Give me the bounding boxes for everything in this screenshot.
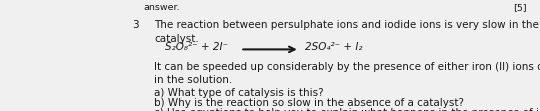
Text: S₂O₈²⁻ + 2I⁻: S₂O₈²⁻ + 2I⁻: [165, 42, 228, 52]
Text: 2SO₄²⁻ + I₂: 2SO₄²⁻ + I₂: [305, 42, 362, 52]
Text: The reaction between persulphate ions and iodide ions is very slow in the absenc: The reaction between persulphate ions an…: [154, 20, 540, 30]
Text: [5]: [5]: [513, 3, 526, 12]
Text: It can be speeded up considerably by the presence of either iron (II) ions or ir: It can be speeded up considerably by the…: [154, 62, 540, 72]
Text: in the solution.: in the solution.: [154, 75, 232, 85]
Text: catalyst.: catalyst.: [154, 34, 199, 44]
Text: answer.: answer.: [143, 3, 180, 12]
Text: b) Why is the reaction so slow in the absence of a catalyst?: b) Why is the reaction so slow in the ab…: [154, 98, 464, 108]
Text: c) Use equations to help you to explain what happens in the presence of iron (II: c) Use equations to help you to explain …: [154, 108, 540, 111]
Text: 3: 3: [132, 20, 139, 30]
Text: a) What type of catalysis is this?: a) What type of catalysis is this?: [154, 88, 323, 98]
